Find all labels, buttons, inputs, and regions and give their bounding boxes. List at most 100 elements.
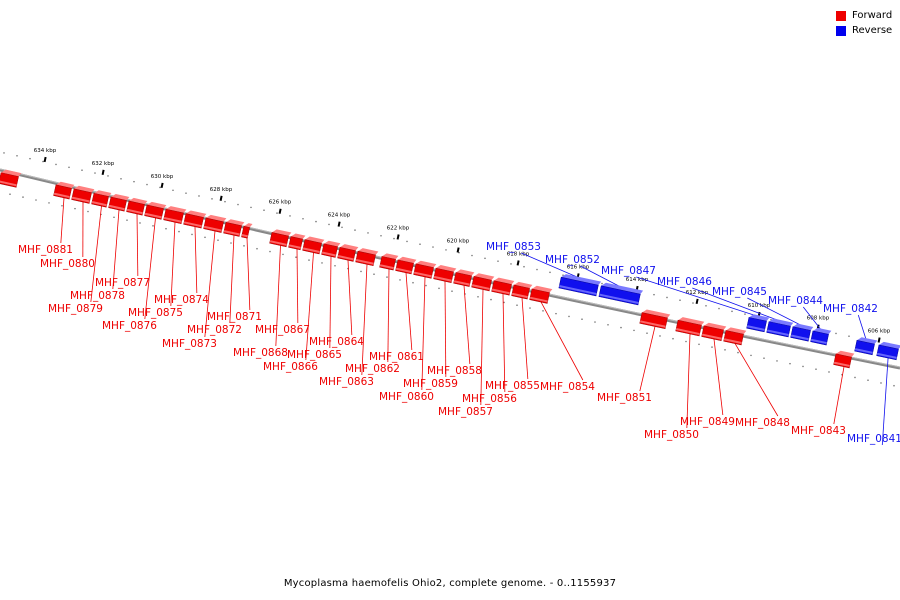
gene-MHF_0874[interactable] (183, 210, 207, 229)
gene-bottom-edge (433, 275, 452, 282)
ruler-dot (29, 157, 31, 160)
ruler-dot (880, 382, 882, 384)
ruler-dot (705, 304, 707, 307)
gene-top-face (725, 327, 747, 335)
gene-MHF_0847[interactable] (746, 313, 770, 333)
gene-MHF_0871[interactable] (241, 222, 253, 239)
gene-MHF_0849[interactable] (701, 322, 727, 341)
gene-MHF_0852[interactable] (598, 282, 644, 306)
ruler-dot (763, 357, 765, 359)
gene-MHF_0863[interactable] (355, 247, 379, 267)
leader-line (521, 297, 529, 380)
gene-MHF_0857[interactable] (471, 272, 495, 292)
gene-MHF_0842[interactable] (854, 336, 878, 356)
ruler-dot (750, 354, 752, 357)
gene-MHF_0843[interactable] (833, 350, 855, 369)
forward-swatch (836, 10, 846, 21)
gene-MHF_0856[interactable] (491, 277, 515, 296)
ruler-dot (471, 254, 473, 257)
gene-partial[interactable] (0, 169, 22, 188)
gene-MHF_0854[interactable] (529, 285, 553, 304)
gene-MHF_0865[interactable] (321, 240, 341, 258)
gene-label: MHF_0878 (70, 290, 125, 302)
gene-top-face (185, 210, 207, 218)
gene-top-face (415, 260, 437, 268)
ruler-dot (48, 202, 50, 204)
gene-bottom-edge (833, 361, 850, 367)
gene-bottom-edge (529, 296, 548, 303)
gene-MHF_0866[interactable] (302, 236, 325, 255)
gene-bottom-edge (203, 225, 222, 232)
gene-MHF_0848[interactable] (723, 327, 747, 346)
leader-line (405, 272, 413, 351)
gene-top-face (768, 318, 794, 327)
leader-line (521, 252, 581, 279)
gene-MHF_0855[interactable] (511, 281, 533, 300)
tick-label: 626 kbp (269, 200, 292, 206)
gene-MHF_0878[interactable] (108, 193, 130, 212)
gene-bottom-edge (675, 328, 700, 336)
gene-MHF_0853[interactable] (558, 273, 602, 297)
ruler-dot (419, 243, 421, 246)
ruler-dot (204, 236, 206, 239)
ruler-dot (451, 290, 453, 292)
tick-mark (516, 260, 520, 266)
gene-MHF_0880[interactable] (71, 185, 95, 204)
gene-top-face (271, 229, 292, 237)
gene-MHF_0876[interactable] (144, 201, 167, 220)
gene-MHF_0881[interactable] (53, 181, 75, 200)
ruler-dot (503, 301, 505, 304)
gene-MHF_0875[interactable] (163, 205, 187, 225)
gene-MHF_0877[interactable] (126, 197, 148, 216)
gene-MHF_0868[interactable] (269, 228, 292, 248)
ruler-dot (516, 304, 518, 307)
gene-MHF_0861[interactable] (395, 256, 417, 275)
ruler-dot (581, 318, 583, 321)
tick-mark (456, 247, 460, 253)
ruler-dot (848, 335, 850, 337)
ruler-dot (789, 362, 791, 365)
gene-top-face (93, 190, 112, 197)
gene-top-face (812, 327, 832, 335)
ruler-dot (126, 219, 128, 221)
gene-MHF_0860[interactable] (413, 260, 437, 279)
gene-top-face (531, 285, 553, 293)
leader-line (463, 285, 471, 365)
ruler-dot (35, 199, 37, 201)
gene-MHF_0841[interactable] (876, 341, 900, 361)
gene-MHF_0851[interactable] (639, 309, 671, 330)
ruler-dot (224, 200, 226, 203)
tick-mark (101, 169, 105, 175)
tick-label: 616 kbp (567, 264, 590, 270)
gene-bottom-edge (126, 208, 143, 215)
gene-front-face (163, 208, 184, 225)
gene-label: MHF_0874 (154, 294, 209, 306)
ruler-dot (230, 242, 232, 244)
leader-line (734, 343, 779, 417)
gene-MHF_0864[interactable] (337, 243, 359, 262)
ruler-dot (802, 365, 804, 368)
gene-bottom-edge (379, 264, 394, 270)
gene-MHF_0845[interactable] (790, 323, 814, 342)
gene-MHF_0846[interactable] (766, 318, 794, 338)
ruler-dot (399, 279, 401, 281)
gene-MHF_0859[interactable] (433, 264, 457, 283)
gene-MHF_0858[interactable] (453, 269, 475, 287)
ruler-dot (133, 180, 135, 183)
gene-MHF_0867[interactable] (288, 233, 306, 251)
gene-top-face (110, 193, 130, 201)
tick-label: 634 kbp (34, 148, 57, 154)
gene-MHF_0850[interactable] (675, 316, 705, 337)
gene-MHF_0872[interactable] (223, 218, 245, 237)
ruler-dot (55, 163, 57, 166)
gene-MHF_0873[interactable] (203, 214, 227, 233)
gene-front-face (269, 232, 289, 248)
gene-MHF_0844[interactable] (810, 327, 832, 346)
gene-MHF_0862[interactable] (379, 252, 399, 271)
ruler-dot (289, 215, 291, 217)
gene-MHF_0879[interactable] (91, 189, 112, 208)
ruler-dot (549, 271, 551, 274)
gene-label: MHF_0859 (403, 378, 458, 390)
leader-line (229, 235, 235, 324)
